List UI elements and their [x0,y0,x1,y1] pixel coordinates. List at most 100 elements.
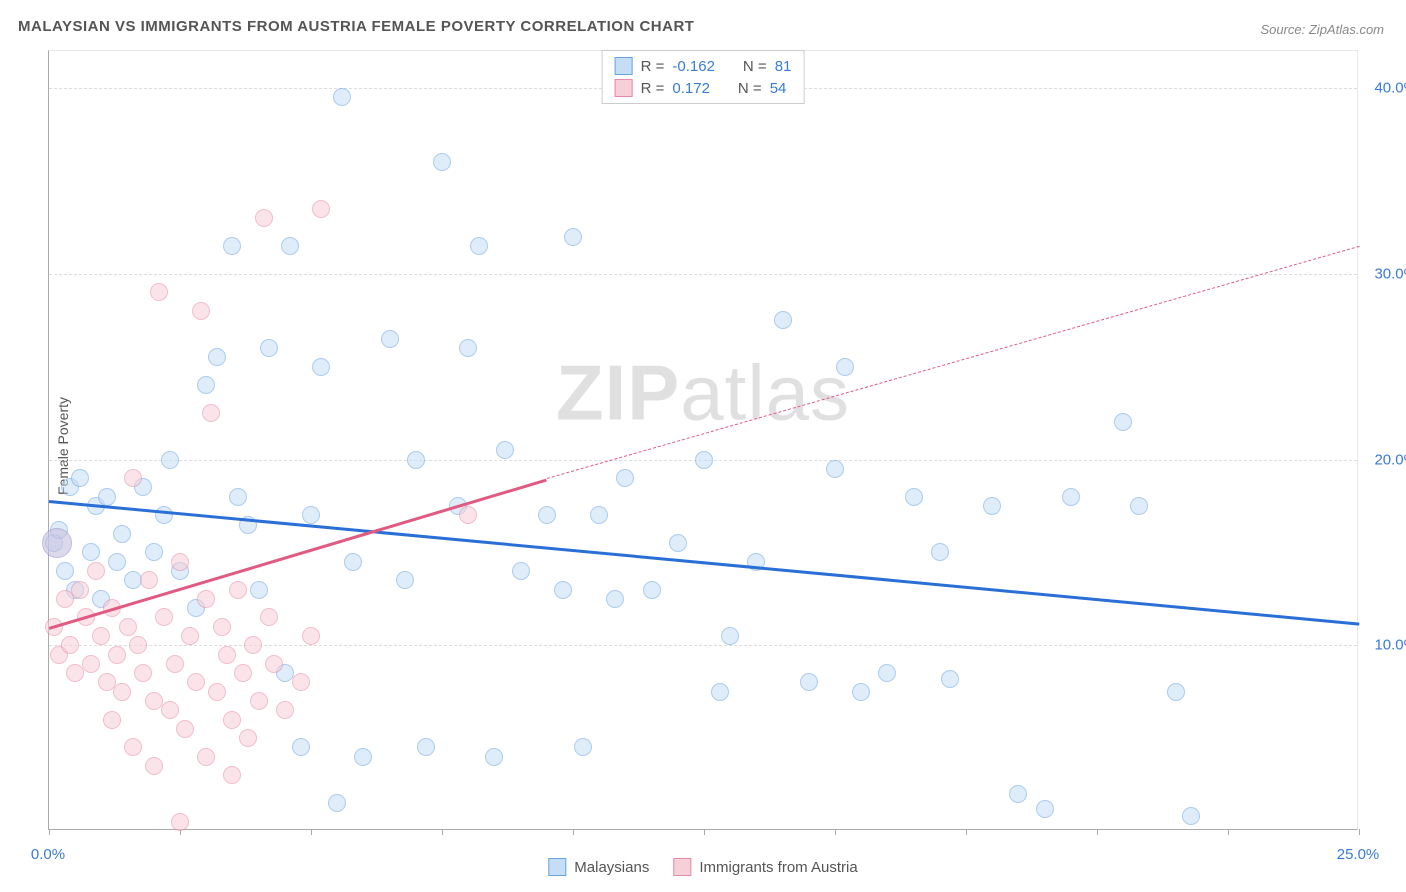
scatter-point [119,618,137,636]
scatter-point [265,655,283,673]
trend-line [49,478,548,629]
scatter-point [281,237,299,255]
scatter-point [150,283,168,301]
scatter-point [931,543,949,561]
n-value-1: 81 [775,58,792,75]
r-value-2: 0.172 [672,80,710,97]
scatter-point [800,673,818,691]
x-tick [49,829,50,835]
scatter-point [485,748,503,766]
scatter-point [328,794,346,812]
watermark-light: atlas [680,349,850,437]
scatter-point [312,200,330,218]
x-tick-label: 25.0% [1337,846,1380,863]
scatter-point [223,711,241,729]
n-label-2: N = [738,80,762,97]
scatter-point [197,590,215,608]
scatter-point-large [42,528,72,558]
x-tick [1359,829,1360,835]
scatter-point [836,358,854,376]
y-tick-label: 30.0% [1362,265,1406,282]
scatter-point [1036,800,1054,818]
x-tick [1097,829,1098,835]
scatter-point [1182,807,1200,825]
y-tick-label: 40.0% [1362,80,1406,97]
stats-row-2: R = 0.172 N = 54 [611,77,796,99]
scatter-point [312,358,330,376]
scatter-point [213,618,231,636]
scatter-point [417,738,435,756]
scatter-point [1062,488,1080,506]
scatter-point [354,748,372,766]
stats-legend: R = -0.162 N = 81 R = 0.172 N = 54 [602,50,805,104]
scatter-point [166,655,184,673]
scatter-point [171,553,189,571]
scatter-point [61,636,79,654]
source-attribution: Source: ZipAtlas.com [1260,22,1384,37]
scatter-point [564,228,582,246]
scatter-point [512,562,530,580]
scatter-point [192,302,210,320]
scatter-point [302,627,320,645]
n-value-2: 54 [770,80,787,97]
scatter-point [244,636,262,654]
x-tick-label: 0.0% [31,846,65,863]
scatter-point [229,488,247,506]
watermark-bold: ZIP [556,349,680,437]
x-tick [311,829,312,835]
scatter-point [905,488,923,506]
scatter-point [459,339,477,357]
legend-item-2: Immigrants from Austria [673,858,857,876]
scatter-point [292,738,310,756]
scatter-point [113,525,131,543]
x-tick [573,829,574,835]
scatter-point [255,209,273,227]
scatter-point [590,506,608,524]
scatter-point [606,590,624,608]
scatter-point [1114,413,1132,431]
legend-label-2: Immigrants from Austria [699,859,857,876]
scatter-point [98,488,116,506]
scatter-point [108,646,126,664]
stats-row-1: R = -0.162 N = 81 [611,55,796,77]
scatter-point [260,339,278,357]
plot-area: ZIPatlas 10.0%20.0%30.0%40.0% [48,50,1358,830]
r-label-1: R = [641,58,665,75]
scatter-point [496,441,514,459]
scatter-point [1167,683,1185,701]
scatter-point [554,581,572,599]
x-tick [1228,829,1229,835]
scatter-point [145,757,163,775]
scatter-point [71,469,89,487]
scatter-point [155,506,173,524]
scatter-point [71,581,89,599]
scatter-point [197,748,215,766]
scatter-point [161,451,179,469]
scatter-point [229,581,247,599]
scatter-point [721,627,739,645]
series-legend: Malaysians Immigrants from Austria [548,858,857,876]
scatter-point [852,683,870,701]
scatter-point [103,711,121,729]
scatter-point [433,153,451,171]
scatter-point [82,655,100,673]
r-value-1: -0.162 [672,58,715,75]
y-tick-label: 10.0% [1362,637,1406,654]
watermark-text: ZIPatlas [556,348,850,439]
scatter-point [333,88,351,106]
scatter-point [218,646,236,664]
scatter-point [181,627,199,645]
scatter-point [276,701,294,719]
scatter-point [161,701,179,719]
scatter-point [344,553,362,571]
scatter-point [574,738,592,756]
scatter-point [171,813,189,831]
scatter-point [407,451,425,469]
x-tick [442,829,443,835]
scatter-point [1130,497,1148,515]
scatter-point [56,562,74,580]
scatter-point [878,664,896,682]
scatter-point [223,237,241,255]
scatter-point [82,543,100,561]
swatch-series-1 [615,57,633,75]
